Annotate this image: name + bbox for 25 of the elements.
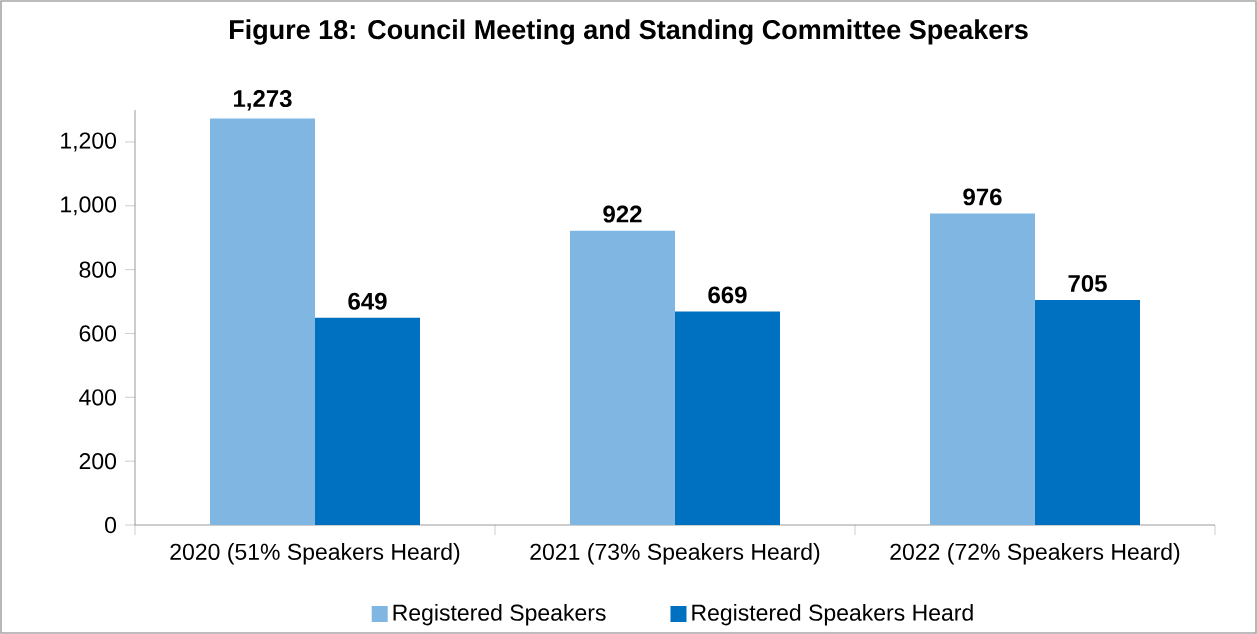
y-tick-label: 600 [79,325,117,342]
bar [930,213,1035,525]
legend-label: Registered Speakers Heard [692,603,973,626]
data-label: 705 [1068,274,1107,292]
legend-label: Registered Speakers [393,603,606,626]
bar [1035,299,1140,525]
y-tick-label: 1,200 [61,132,117,152]
chart-title: Figure 18: Council Meeting and Standing Committee Speakers [230,19,1028,45]
y-tick-label: 400 [79,389,117,406]
data-label: 922 [603,205,642,223]
data-label: 669 [708,286,747,304]
y-tick-label: 200 [79,453,117,470]
y-tick-label: 0 [105,516,117,534]
data-label: 1,273 [233,90,292,111]
y-tick-label: 1,000 [61,196,117,216]
data-label: 976 [963,188,1002,206]
bar [675,311,781,525]
x-tick-label: 2022 (72% Speakers Heard) [890,543,1180,565]
data-label: 649 [348,292,387,310]
y-tick-label: 800 [79,261,117,278]
bar [315,317,421,525]
bar [210,118,316,525]
x-tick-label: 2021 (73% Speakers Heard) [530,543,820,565]
bar [570,230,676,525]
x-tick-label: 2020 (51% Speakers Heard) [170,543,460,565]
